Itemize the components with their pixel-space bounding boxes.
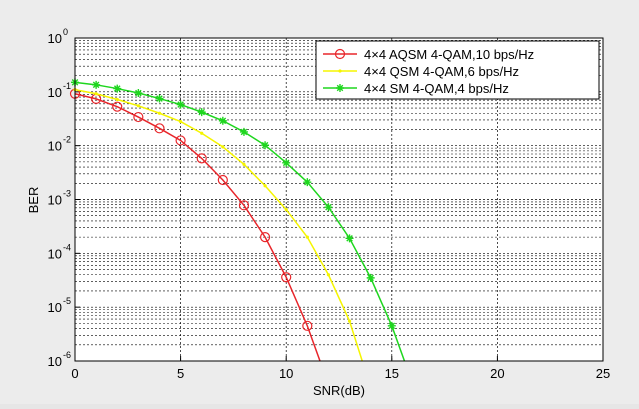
data-point xyxy=(176,100,185,109)
legend: 4×4 AQSM 4-QAM,10 bps/Hz 4×4 QSM 4-QAM,6 … xyxy=(315,40,600,100)
legend-entry: 4×4 AQSM 4-QAM,10 bps/Hz xyxy=(323,47,534,62)
legend-label: 4×4 QSM 4-QAM,6 bps/Hz xyxy=(364,64,519,79)
data-point xyxy=(302,320,313,331)
x-tick-label: 20 xyxy=(490,366,504,381)
data-point xyxy=(112,101,123,112)
legend-label: 4×4 AQSM 4-QAM,10 bps/Hz xyxy=(364,47,534,62)
data-point xyxy=(94,92,98,96)
data-point xyxy=(179,119,183,124)
data-point xyxy=(263,184,267,188)
data-point xyxy=(326,273,331,277)
x-tick-label: 0 xyxy=(71,366,78,381)
data-point xyxy=(154,123,165,134)
data-point xyxy=(115,97,119,102)
y-tick-exponent: -4 xyxy=(63,242,71,252)
data-point xyxy=(338,69,342,73)
y-tick-label: 10 -6 xyxy=(48,350,71,369)
data-point xyxy=(136,104,140,108)
x-tick-label: 5 xyxy=(177,366,184,381)
data-point xyxy=(336,84,344,92)
x-axis-label: SNR(dB) xyxy=(313,383,365,398)
series-0 xyxy=(69,88,321,362)
legend-entry: 4×4 SM 4-QAM,4 bps/Hz xyxy=(323,81,509,96)
data-point xyxy=(239,127,248,136)
data-point xyxy=(200,131,204,135)
data-point xyxy=(157,111,162,115)
y-tick-label: 10 -3 xyxy=(48,189,71,208)
y-tick-exponent: 0 xyxy=(63,27,68,37)
data-point xyxy=(284,207,288,212)
y-tick-exponent: -5 xyxy=(63,296,71,306)
data-point xyxy=(134,89,143,98)
data-point xyxy=(334,48,346,60)
plot-frame xyxy=(74,37,604,362)
data-point xyxy=(217,174,228,186)
y-tick-base: 10 xyxy=(48,193,62,208)
data-point xyxy=(259,232,271,243)
y-tick-base: 10 xyxy=(48,300,62,315)
data-point xyxy=(242,162,246,166)
data-point xyxy=(282,158,291,167)
x-tick-labels: 0 5 10 15 20 25 xyxy=(71,366,610,381)
y-tick-exponent: -6 xyxy=(63,350,71,360)
y-axis-label: BER xyxy=(26,187,41,214)
data-point xyxy=(218,116,227,125)
data-point xyxy=(324,203,333,212)
x-tick-label: 15 xyxy=(385,366,399,381)
y-tick-label: 10 0 xyxy=(48,27,68,46)
x-tick-label: 10 xyxy=(279,366,293,381)
series-1 xyxy=(73,88,363,362)
y-tick-base: 10 xyxy=(48,31,62,46)
data-point xyxy=(303,178,312,187)
data-point xyxy=(261,141,270,150)
legend-label: 4×4 SM 4-QAM,4 bps/Hz xyxy=(364,81,509,96)
y-tick-label: 10 -2 xyxy=(48,135,71,154)
data-point xyxy=(345,234,354,243)
data-point xyxy=(92,80,101,89)
legend-entry: 4×4 QSM 4-QAM,6 bps/Hz xyxy=(323,64,519,79)
y-tick-exponent: -1 xyxy=(63,81,71,91)
data-point xyxy=(113,84,122,93)
y-tick-label: 10 -1 xyxy=(48,81,71,100)
data-point xyxy=(238,200,250,211)
data-point xyxy=(196,153,207,164)
y-tick-base: 10 xyxy=(48,354,62,369)
data-point xyxy=(133,111,144,123)
data-point xyxy=(155,94,164,103)
y-tick-base: 10 xyxy=(48,85,62,100)
data-point xyxy=(366,273,375,282)
data-point xyxy=(281,272,292,283)
y-tick-exponent: -2 xyxy=(63,135,71,145)
y-tick-base: 10 xyxy=(48,139,62,154)
data-point xyxy=(347,319,352,323)
data-point xyxy=(175,135,186,146)
y-tick-label: 10 -4 xyxy=(48,242,71,261)
x-tick-label: 25 xyxy=(596,366,610,381)
data-point xyxy=(305,235,309,239)
data-point xyxy=(197,108,206,117)
data-point xyxy=(387,321,396,330)
series-line xyxy=(74,93,321,362)
legend-box xyxy=(315,40,600,100)
data-point xyxy=(221,145,225,149)
y-tick-exponent: -3 xyxy=(63,189,71,199)
y-tick-base: 10 xyxy=(48,246,62,261)
y-tick-label: 10 -5 xyxy=(48,296,71,315)
